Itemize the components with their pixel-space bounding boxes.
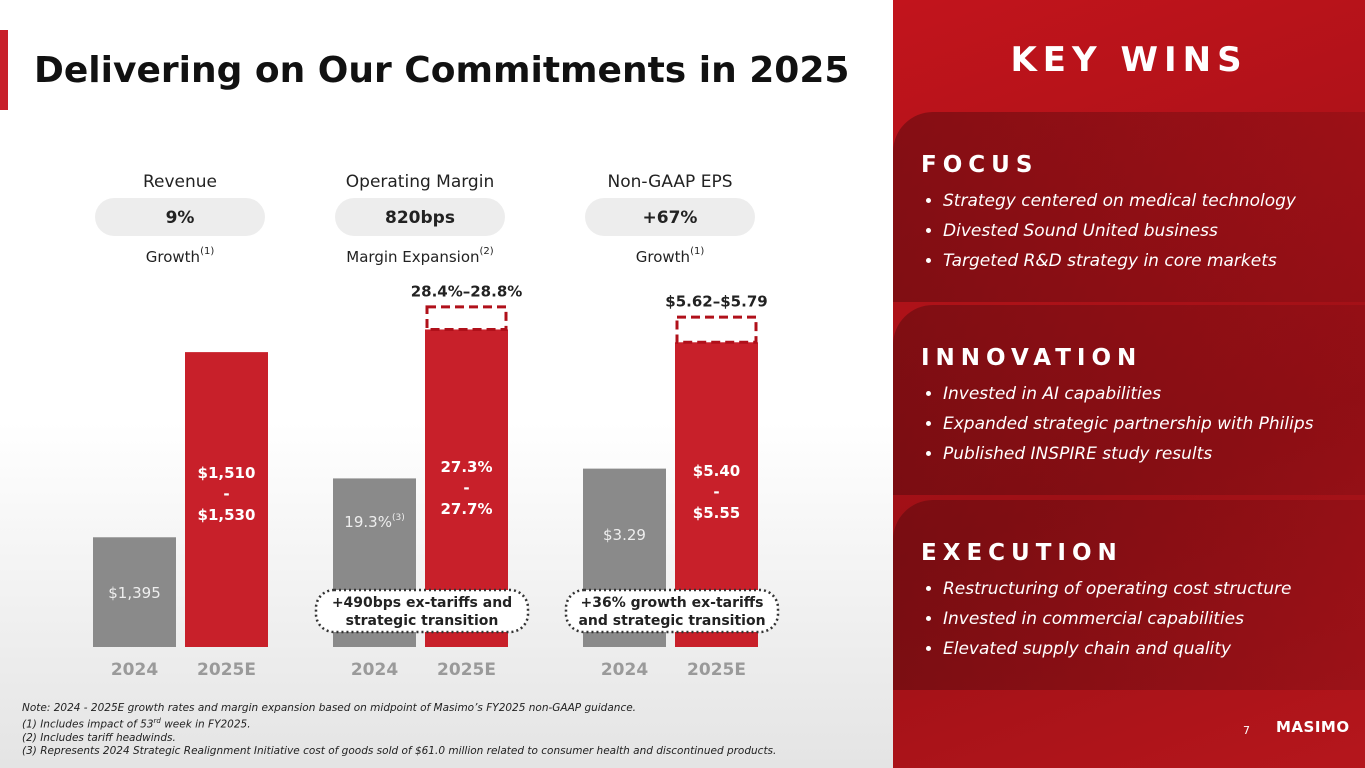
bar xyxy=(93,537,176,647)
bullet-list: Strategy centered on medical technologyD… xyxy=(893,186,1365,276)
bar-label-text: $3.29 xyxy=(603,526,646,544)
x-tick-label: 2025E xyxy=(687,660,746,680)
metric: +67% xyxy=(643,208,698,228)
footnote-text: (1) Includes impact of 53 xyxy=(22,718,154,731)
metric-pill xyxy=(95,198,265,236)
section-heading: FOCUS xyxy=(921,152,1039,178)
footnote-text: week in FY2025. xyxy=(160,718,251,731)
metric-caption-text: Growth xyxy=(636,248,690,266)
key-wins-title: KEY WINS xyxy=(1010,40,1248,80)
charts-area: Delivering on Our Commitments in 2025 Re… xyxy=(0,30,849,680)
bar-label-text: 19.3% xyxy=(344,513,392,531)
callout-text: +36% growth ex-tariffs xyxy=(581,595,764,611)
bar-label-text: 27.3% xyxy=(440,458,492,476)
bar-label: $1,510 xyxy=(198,464,256,482)
metric-pill xyxy=(585,198,755,236)
chart-title: Revenue xyxy=(143,172,217,192)
metric-pill xyxy=(335,198,505,236)
key-win-section: EXECUTION Restructuring of operating cost… xyxy=(893,500,1365,690)
chart-title: Operating Margin xyxy=(346,172,494,192)
metric-caption: Growth(1) xyxy=(636,246,705,266)
bullet-item: Invested in AI capabilities xyxy=(943,379,1365,409)
key-win-section: FOCUS Strategy centered on medical techno… xyxy=(893,112,1365,302)
x-tick-label: 2025E xyxy=(437,660,496,680)
metric-note: (1) xyxy=(690,246,704,257)
callout-text: +490bps ex-tariffs and xyxy=(332,595,512,611)
logo: MASIMO xyxy=(1276,718,1350,736)
bar-label-text: - xyxy=(713,483,719,501)
x-tick-label: 2025E xyxy=(197,660,256,680)
metric-note: (2) xyxy=(480,246,494,257)
section-heading: EXECUTION xyxy=(921,540,1123,566)
bullet-item: Expanded strategic partnership with Phil… xyxy=(943,409,1365,439)
bullet-item: Published INSPIRE study results xyxy=(943,439,1365,469)
range-label: 28.4%–28.8% xyxy=(411,282,523,300)
bullet-item: Elevated supply chain and quality xyxy=(943,634,1365,664)
bullet-item: Divested Sound United business xyxy=(943,216,1365,246)
x-tick-label: 2024 xyxy=(111,660,158,680)
key-win-section: INNOVATION Invested in AI capabilitiesExp… xyxy=(893,305,1365,495)
metric: 9% xyxy=(166,208,195,228)
accent-bar xyxy=(0,30,8,110)
bar-label: - xyxy=(463,479,469,497)
bar-label-text: $5.55 xyxy=(693,504,740,522)
bar-label-note: (3) xyxy=(392,513,405,523)
range-label: $5.62–$5.79 xyxy=(665,293,767,311)
bar-label-text: $1,510 xyxy=(198,464,256,482)
callout-text: and strategic transition xyxy=(578,613,765,629)
footnote: (3) Represents 2024 Strategic Realignmen… xyxy=(22,744,777,757)
x-tick-label: 2024 xyxy=(351,660,398,680)
metric-caption: Growth(1) xyxy=(146,246,215,266)
bullet-item: Restructuring of operating cost structur… xyxy=(943,574,1365,604)
footnote: Note: 2024 - 2025E growth rates and marg… xyxy=(22,702,637,714)
x-tick-label: 2024 xyxy=(601,660,648,680)
bar-label-text: $5.40 xyxy=(693,462,740,480)
bullet-item: Targeted R&D strategy in core markets xyxy=(943,246,1365,276)
metric-note: (1) xyxy=(200,246,214,257)
bullet-list: Invested in AI capabilitiesExpanded stra… xyxy=(893,379,1365,469)
footnotes: Note: 2024 - 2025E growth rates and marg… xyxy=(22,702,776,758)
metric-caption-text: Margin Expansion xyxy=(346,248,479,266)
chart-title: Non-GAAP EPS xyxy=(608,172,733,192)
bar-label-text: $1,395 xyxy=(108,584,161,602)
bar-label: $5.55 xyxy=(693,504,740,522)
bar-label-text: - xyxy=(463,479,469,497)
bar-label: $1,530 xyxy=(198,506,256,524)
footnote: (2) Includes tariff headwinds. xyxy=(22,731,176,744)
bar-label: - xyxy=(223,485,229,503)
range-box xyxy=(675,315,758,344)
section-heading: INNOVATION xyxy=(921,345,1143,371)
bar-label: - xyxy=(713,483,719,501)
bar-label-text: 27.7% xyxy=(440,500,492,518)
bar-label: 19.3%(3) xyxy=(344,513,404,531)
bar-label-text: - xyxy=(223,485,229,503)
bullet-item: Invested in commercial capabilities xyxy=(943,604,1365,634)
bar-label: $5.40 xyxy=(693,462,740,480)
metric: 820bps xyxy=(385,208,455,228)
page-number: 7 xyxy=(1243,724,1250,737)
bar-label: 27.7% xyxy=(440,500,492,518)
footnote: (1) Includes impact of 53rd week in FY20… xyxy=(22,715,776,732)
range-box xyxy=(425,305,508,331)
callout-box xyxy=(564,588,780,634)
bullet-list: Restructuring of operating cost structur… xyxy=(893,574,1365,664)
callout-box xyxy=(314,588,530,634)
footnote-sup: rd xyxy=(153,717,161,725)
bar-label: $3.29 xyxy=(603,526,646,544)
bar-label-text: $1,530 xyxy=(198,506,256,524)
bar-label: 27.3% xyxy=(440,458,492,476)
callout-text: strategic transition xyxy=(346,613,499,629)
bar xyxy=(185,352,268,647)
metric-caption: Margin Expansion(2) xyxy=(346,246,494,266)
bar-label: $1,395 xyxy=(108,584,161,602)
bullet-item: Strategy centered on medical technology xyxy=(943,186,1365,216)
key-wins-panel: KEY WINS FOCUS Strategy centered on medic… xyxy=(893,0,1365,768)
metric-caption-text: Growth xyxy=(146,248,200,266)
slide-title: Delivering on Our Commitments in 2025 xyxy=(34,50,849,91)
